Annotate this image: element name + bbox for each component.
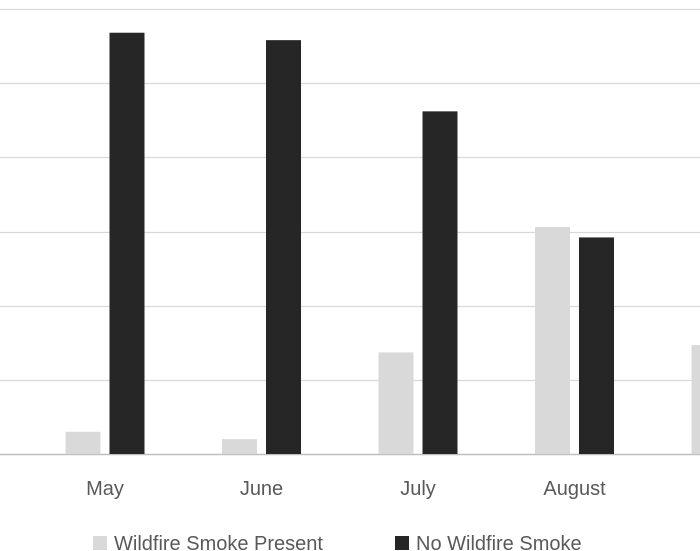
bar-wildfire-smoke-present-may (65, 431, 101, 454)
legend-label-no-wildfire-smoke: No Wildfire Smoke (416, 533, 582, 551)
legend-label-wildfire-smoke-present: Wildfire Smoke Present (114, 533, 323, 551)
bar-no-wildfire-smoke-june (266, 40, 301, 455)
x-tick-label: August (543, 478, 606, 500)
bar-wildfire-smoke-present-june (222, 439, 257, 454)
bar-no-wildfire-smoke-july (422, 111, 458, 454)
legend-swatch-no-wildfire-smoke (395, 536, 409, 550)
x-tick-label: July (400, 478, 436, 500)
bar-wildfire-smoke-present-se (691, 344, 700, 454)
bar-no-wildfire-smoke-august (579, 237, 614, 454)
x-axis-tick-labels: MayJuneJulyAugustSe (86, 478, 606, 500)
bar-wildfire-smoke-present-july (378, 352, 414, 454)
legend: Wildfire Smoke Present No Wildfire Smoke (93, 533, 582, 551)
bars (65, 32, 700, 455)
x-tick-label: May (86, 478, 124, 500)
legend-swatch-wildfire-smoke-present (93, 536, 107, 550)
x-tick-label: June (240, 478, 283, 500)
bar-wildfire-smoke-present-august (535, 227, 570, 454)
bar-no-wildfire-smoke-may (109, 32, 145, 454)
